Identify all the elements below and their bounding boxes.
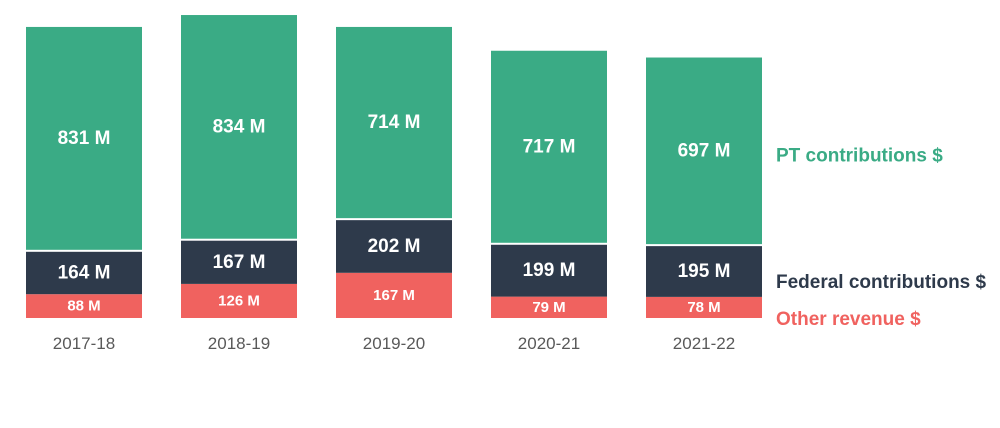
- bar-segment-2021-22-1: [646, 246, 762, 297]
- data-label: 199 M: [523, 260, 576, 281]
- legend-label: Other revenue $: [776, 309, 921, 330]
- bar-segment-2018-19-0: [181, 283, 297, 318]
- bar-segment-2020-21-1: [491, 244, 607, 297]
- bar-segment-2019-20-1: [336, 220, 452, 273]
- bar-segment-2017-18-1: [26, 251, 142, 295]
- x-tick-label: 2017-18: [53, 334, 115, 353]
- data-label: 834 M: [213, 116, 266, 137]
- data-label: 79 M: [532, 299, 565, 316]
- x-tick-label: 2020-21: [518, 334, 580, 353]
- data-label: 831 M: [58, 128, 111, 149]
- bar-segment-2021-22-0: [646, 296, 762, 318]
- bar-segment-2018-19-2: [181, 15, 297, 239]
- data-label: 78 M: [687, 299, 720, 316]
- bar-segment-2021-22-2: [646, 57, 762, 245]
- bar-segment-2020-21-0: [491, 296, 607, 318]
- bar-segment-2019-20-0: [336, 272, 452, 318]
- x-tick-label: 2021-22: [673, 334, 735, 353]
- data-label: 167 M: [213, 252, 266, 273]
- bar-segment-2017-18-0: [26, 294, 142, 318]
- x-tick-label: 2019-20: [363, 334, 425, 353]
- legend-label: PT contributions $: [776, 145, 943, 166]
- data-label: 167 M: [373, 287, 415, 304]
- x-tick-label: 2018-19: [208, 334, 270, 353]
- bar-segment-2020-21-2: [491, 50, 607, 243]
- bar-segment-2018-19-1: [181, 240, 297, 284]
- legend-label: Federal contributions $: [776, 272, 987, 293]
- data-label: 126 M: [218, 292, 260, 309]
- data-label: 195 M: [678, 261, 731, 282]
- data-label: 164 M: [58, 262, 111, 283]
- data-label: 714 M: [368, 112, 421, 133]
- bar-segment-2019-20-2: [336, 26, 452, 219]
- bar-segment-2017-18-2: [26, 26, 142, 250]
- data-label: 88 M: [67, 298, 100, 315]
- data-label: 697 M: [678, 140, 731, 161]
- data-label: 202 M: [368, 236, 421, 257]
- data-label: 717 M: [523, 136, 576, 157]
